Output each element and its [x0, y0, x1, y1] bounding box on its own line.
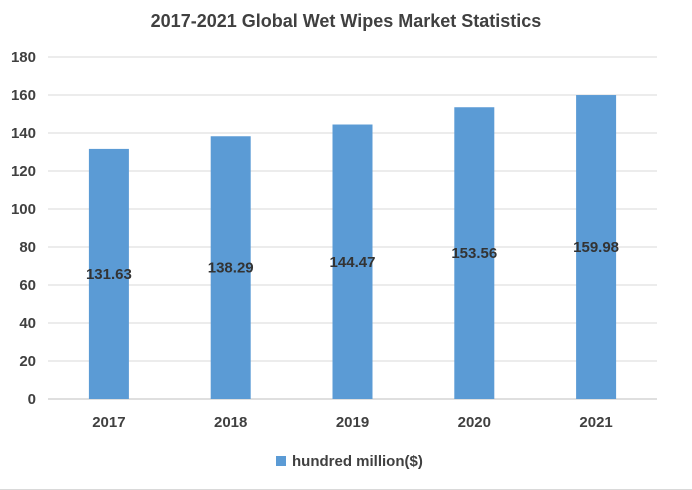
y-tick-label: 40 — [19, 315, 36, 332]
y-tick-label: 20 — [19, 353, 36, 370]
x-tick-label: 2020 — [458, 414, 491, 431]
data-label: 138.29 — [208, 260, 254, 277]
x-tick-label: 2018 — [214, 414, 247, 431]
data-label: 153.56 — [451, 245, 497, 262]
y-tick-label: 140 — [11, 125, 36, 142]
legend-swatch — [276, 456, 286, 466]
y-tick-label: 100 — [11, 201, 36, 218]
data-label: 144.47 — [330, 254, 376, 271]
y-tick-label: 0 — [28, 391, 36, 408]
y-tick-label: 80 — [19, 239, 36, 256]
legend-label: hundred million($) — [292, 453, 423, 470]
bar — [88, 148, 129, 399]
y-tick-label: 120 — [11, 163, 36, 180]
x-tick-label: 2017 — [92, 414, 125, 431]
y-tick-label: 60 — [19, 277, 36, 294]
legend: hundred million($) — [276, 453, 423, 470]
y-axis-ticks: 0 20 40 60 80 100 120 140 160 180 — [11, 49, 36, 408]
data-labels: 131.63 138.29 144.47 153.56 159.98 — [86, 239, 619, 283]
bar — [210, 136, 251, 399]
data-label: 131.63 — [86, 266, 132, 283]
bar — [576, 95, 617, 400]
bar — [332, 124, 373, 399]
data-label: 159.98 — [573, 239, 619, 256]
y-tick-label: 180 — [11, 49, 36, 66]
x-axis-ticks: 2017 2018 2019 2020 2021 — [92, 414, 613, 431]
y-tick-label: 160 — [11, 87, 36, 104]
chart-title: 2017-2021 Global Wet Wipes Market Statis… — [151, 11, 542, 31]
bars — [88, 95, 617, 400]
x-tick-label: 2021 — [579, 414, 612, 431]
bar — [454, 107, 495, 400]
x-tick-label: 2019 — [336, 414, 369, 431]
